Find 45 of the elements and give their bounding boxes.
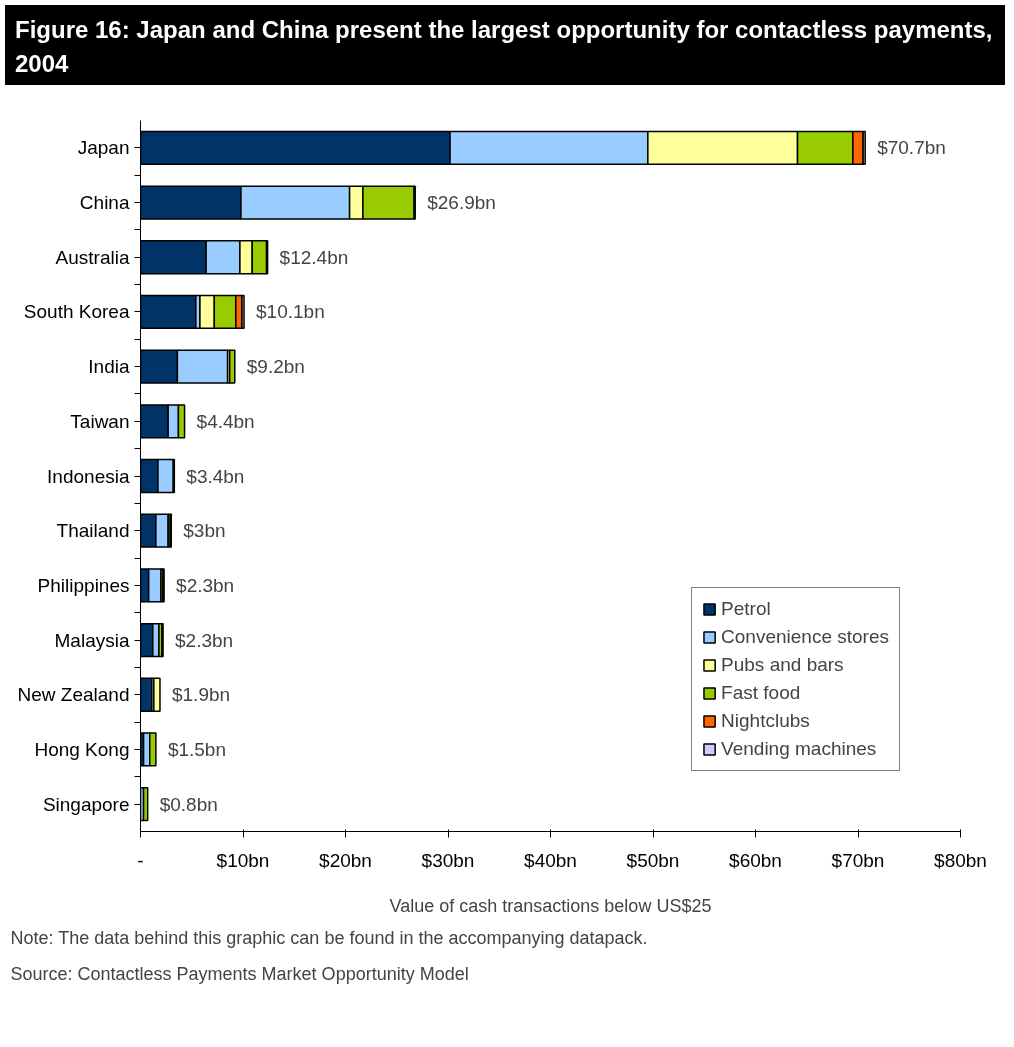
y-tick-label: South Korea [23,301,130,323]
y-tick-label: China [79,192,130,214]
x-axis-title: Value of cash transactions below US$25 [389,895,712,916]
total-label: $1.5bn [167,738,226,760]
x-tick-label: $30bn [421,849,475,871]
total-label: $12.4bn [279,246,349,268]
y-tick-label: Malaysia [54,629,130,651]
legend-label: Petrol [721,598,771,620]
total-label: $4.4bn [196,410,255,432]
y-tick-label: Taiwan [70,410,130,432]
x-tick-label: $60bn [729,849,782,871]
total-label: $3.4bn [186,465,245,487]
x-tick-label: $50bn [626,849,680,871]
y-tick-label: Hong Kong [34,738,130,760]
legend-label: Pubs and bars [721,654,844,676]
x-tick-label: $80bn [934,849,987,871]
total-label: $10.1bn [256,301,325,323]
x-tick-label: - [137,849,144,871]
legend-label: Convenience stores [721,626,889,648]
total-label: $3bn [183,520,226,542]
y-tick-label: Singapore [42,793,130,815]
y-tick-label: India [88,356,130,378]
y-tick-label: New Zealand [17,684,130,706]
source-note: Source: Contactless Payments Market Opportunity Model [10,963,469,984]
total-label: $26.9bn [427,192,496,214]
total-label: $2.3bn [176,574,235,596]
text: Note: The data behind this graphic can be found in the accompanying datapack. [10,927,648,948]
legend-label: Nightclubs [721,710,810,732]
total-label: $0.8bn [159,793,218,815]
y-tick-label: Australia [55,246,130,268]
legend-label: Fast food [721,682,801,704]
y-tick-label: Japan [77,137,130,159]
chart-title: Figure 16: Japan and China present the largest opportunity for contactless payments, 2004 [15,15,994,80]
x-tick-label: $70bn [831,849,885,871]
legend-label: Vending machines [721,738,877,760]
y-tick-label: Philippines [37,574,130,596]
x-tick-label: $10bn [216,849,270,871]
y-tick-label: Thailand [56,520,130,542]
x-tick-label: $40bn [524,849,577,871]
x-tick-label: $20bn [319,849,372,871]
total-label: $70.7bn [877,137,946,159]
total-label: $1.9bn [171,684,231,706]
total-label: $9.2bn [246,356,305,378]
y-tick-label: Indonesia [47,465,130,487]
total-label: $2.3bn [175,629,234,651]
